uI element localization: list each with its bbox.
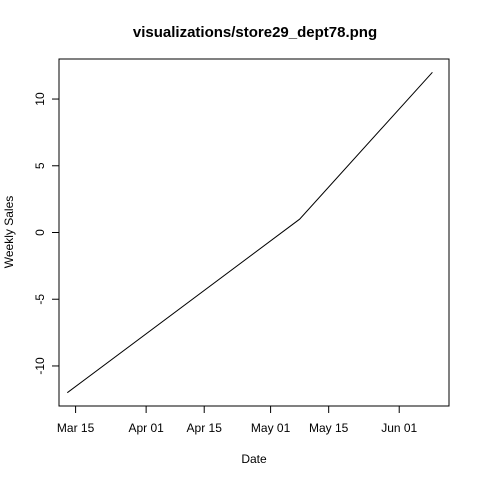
series-line [67, 71, 433, 394]
y-tick-label: -10 [33, 357, 47, 375]
x-tick-label: May 15 [309, 421, 349, 435]
y-axis: -10 -5 0 5 10 [33, 92, 59, 375]
y-tick-label: 0 [33, 229, 47, 236]
x-axis-label: Date [241, 452, 267, 466]
x-axis: Mar 15 Apr 01 Apr 15 May 01 May 15 Jun 01 [57, 406, 418, 435]
x-tick-label: Apr 01 [128, 421, 164, 435]
x-tick-label: Mar 15 [57, 421, 95, 435]
x-tick-label: Jun 01 [381, 421, 417, 435]
series-layer [67, 71, 433, 394]
x-tick-label: Apr 15 [187, 421, 223, 435]
chart-title: visualizations/store29_dept78.png [133, 24, 377, 41]
y-tick-label: -5 [33, 294, 47, 305]
y-tick-label: 10 [33, 92, 47, 106]
y-axis-label: Weekly Sales [2, 196, 16, 268]
x-tick-label: May 01 [251, 421, 291, 435]
y-tick-label: 5 [33, 162, 47, 169]
